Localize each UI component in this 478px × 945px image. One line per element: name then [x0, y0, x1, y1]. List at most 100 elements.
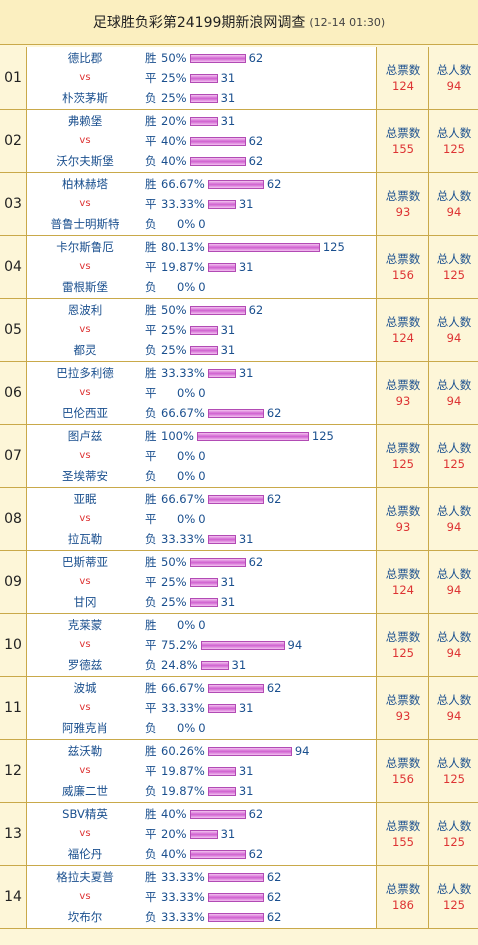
total-votes-cell: 总票数 93: [376, 173, 429, 235]
win-label: 胜: [145, 807, 157, 821]
total-people-cell: 总人数 94: [428, 488, 478, 550]
vote-breakdown: 胜 0% 0 平 75.2% 94 负 24.8% 31: [143, 614, 376, 676]
home-team-link[interactable]: 德比郡: [67, 51, 103, 65]
away-team-link[interactable]: 拉瓦勒: [67, 532, 103, 546]
match-list: 01 德比郡 vs 朴茨茅斯胜 50% 62 平 25% 31 负 25% 31 总票数 124 总人数 94…: [0, 47, 478, 929]
vote-bar: [189, 136, 246, 146]
away-team-link[interactable]: 圣埃蒂安: [62, 469, 108, 483]
match-row: 03 柏林赫塔 vs 普鲁士明斯特 胜 66.67% 62 平 33.33% 31 负 0% 0 总票数 9…: [0, 173, 478, 236]
total-people-label: 总人数: [436, 756, 472, 770]
vs-label: vs: [79, 513, 91, 524]
win-vote-row: 胜 66.67% 62: [145, 176, 282, 192]
away-team-link[interactable]: 沃尔夫斯堡: [56, 154, 114, 168]
vs-label: vs: [79, 450, 91, 461]
total-people-label: 总人数: [436, 252, 472, 266]
vote-count: 62: [266, 890, 282, 904]
away-team-link[interactable]: 福伦丹: [67, 847, 103, 861]
win-vote-row: 胜 100% 125: [145, 428, 334, 444]
match-number: 07: [4, 448, 22, 464]
vote-bar: [207, 534, 236, 544]
away-team-link[interactable]: 威廉二世: [62, 784, 108, 798]
vote-count: 31: [231, 658, 247, 672]
match-row: 13 SBV精英 vs 福伦丹 胜 40% 62 平 20% 31 负 40% 62 总票数 155 总人数 1…: [0, 803, 478, 866]
total-votes-value: 156: [392, 772, 414, 786]
vs-label: vs: [79, 387, 91, 398]
vote-bar: [207, 683, 264, 693]
away-team-link[interactable]: 都灵: [73, 343, 97, 357]
away-team-link[interactable]: 阿雅克肖: [62, 721, 108, 735]
away-team-link[interactable]: 雷根斯堡: [62, 280, 108, 294]
match-number: 13: [4, 826, 22, 842]
draw-label: 平: [145, 827, 157, 841]
home-team-link[interactable]: 克莱蒙: [67, 618, 103, 632]
total-people-value: 94: [446, 583, 462, 597]
home-team-link[interactable]: SBV精英: [62, 807, 108, 821]
match-teams: 图卢兹 vs 圣埃蒂安: [26, 425, 144, 487]
vote-count: 62: [266, 406, 282, 420]
home-team-link[interactable]: 格拉夫夏普: [56, 870, 114, 884]
total-votes-label: 总票数: [385, 504, 421, 518]
vote-count: 62: [248, 555, 264, 569]
away-team-link[interactable]: 普鲁士明斯特: [50, 217, 120, 231]
home-team-link[interactable]: 巴斯蒂亚: [62, 555, 108, 569]
draw-vote-row: 平 33.33% 62: [145, 889, 282, 905]
vote-bar: [207, 746, 292, 756]
total-votes-label: 总票数: [385, 882, 421, 896]
total-votes-label: 总票数: [385, 315, 421, 329]
win-label: 胜: [145, 618, 157, 632]
home-team-link[interactable]: 恩波利: [67, 303, 103, 317]
vote-bar: [207, 368, 236, 378]
loss-label: 负: [145, 469, 157, 483]
total-votes-value: 93: [395, 394, 411, 408]
vote-count: 31: [220, 91, 236, 105]
draw-label: 平: [145, 575, 157, 589]
away-team-link[interactable]: 坎布尔: [67, 910, 103, 924]
vote-percent: 0%: [177, 449, 196, 463]
home-team-link[interactable]: 亚眠: [73, 492, 97, 506]
total-people-cell: 总人数 125: [428, 236, 478, 298]
match-row: 12 兹沃勒 vs 威廉二世 胜 60.26% 94 平 19.87% 31 负 19.87% 31 总票…: [0, 740, 478, 803]
total-people-cell: 总人数 94: [428, 614, 478, 676]
vote-percent: 19.87%: [161, 764, 205, 778]
win-label: 胜: [145, 429, 157, 443]
total-votes-value: 186: [392, 898, 414, 912]
total-people-cell: 总人数 94: [428, 677, 478, 739]
total-people-label: 总人数: [436, 819, 472, 833]
away-team-link[interactable]: 罗德兹: [67, 658, 103, 672]
total-people-label: 总人数: [436, 630, 472, 644]
match-row: 01 德比郡 vs 朴茨茅斯 胜 50% 62 平 25% 31 负 25% 31 总票数 124 总人数 94: [0, 47, 478, 110]
vs-label: vs: [79, 576, 91, 587]
home-team-link[interactable]: 卡尔斯鲁厄: [56, 240, 114, 254]
vote-count: 0: [198, 721, 206, 735]
vote-count: 94: [294, 744, 310, 758]
total-people-label: 总人数: [436, 693, 472, 707]
away-team-link[interactable]: 巴伦西亚: [62, 406, 108, 420]
win-vote-row: 胜 66.67% 62: [145, 491, 282, 507]
home-team-link[interactable]: 柏林赫塔: [62, 177, 108, 191]
home-team-link[interactable]: 兹沃勒: [67, 744, 103, 758]
vote-count: 0: [198, 386, 206, 400]
draw-vote-row: 平 19.87% 31: [145, 259, 254, 275]
vs-label: vs: [79, 891, 91, 902]
home-team-link[interactable]: 巴拉多利德: [56, 366, 114, 380]
home-team-link[interactable]: 弗赖堡: [67, 114, 103, 128]
total-people-cell: 总人数 94: [428, 47, 478, 109]
away-team-link[interactable]: 朴茨茅斯: [62, 91, 108, 105]
vote-percent: 50%: [161, 555, 187, 569]
total-people-label: 总人数: [436, 315, 472, 329]
draw-vote-row: 平 25% 31: [145, 70, 235, 86]
away-team-link[interactable]: 甘冈: [73, 595, 97, 609]
vs-label: vs: [79, 324, 91, 335]
draw-label: 平: [145, 764, 157, 778]
total-votes-label: 总票数: [385, 756, 421, 770]
total-votes-label: 总票数: [385, 189, 421, 203]
match-teams: 巴拉多利德 vs 巴伦西亚: [26, 362, 144, 424]
vote-breakdown: 胜 33.33% 31 平 0% 0 负 66.67% 62: [143, 362, 376, 424]
match-teams: 恩波利 vs 都灵: [26, 299, 144, 361]
loss-label: 负: [145, 532, 157, 546]
total-people-label: 总人数: [436, 441, 472, 455]
home-team-link[interactable]: 图卢兹: [67, 429, 103, 443]
home-team-link[interactable]: 波城: [73, 681, 97, 695]
vs-label: vs: [79, 828, 91, 839]
draw-vote-row: 平 0% 0: [145, 511, 206, 527]
